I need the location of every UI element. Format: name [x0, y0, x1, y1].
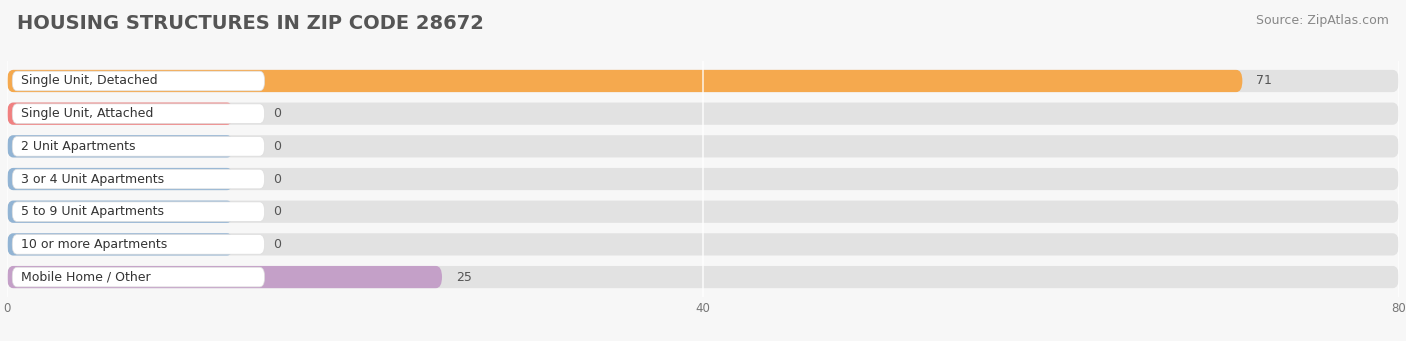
FancyBboxPatch shape: [7, 201, 1399, 223]
Text: 0: 0: [273, 238, 281, 251]
FancyBboxPatch shape: [13, 267, 264, 287]
Text: 0: 0: [273, 173, 281, 186]
FancyBboxPatch shape: [13, 136, 264, 156]
Text: 71: 71: [1257, 74, 1272, 88]
FancyBboxPatch shape: [13, 202, 264, 222]
Text: 5 to 9 Unit Apartments: 5 to 9 Unit Apartments: [21, 205, 165, 218]
FancyBboxPatch shape: [13, 71, 264, 91]
FancyBboxPatch shape: [13, 235, 264, 254]
FancyBboxPatch shape: [7, 135, 233, 158]
FancyBboxPatch shape: [7, 168, 233, 190]
FancyBboxPatch shape: [7, 266, 441, 288]
FancyBboxPatch shape: [7, 135, 1399, 158]
FancyBboxPatch shape: [13, 169, 264, 189]
FancyBboxPatch shape: [7, 233, 233, 255]
FancyBboxPatch shape: [7, 103, 233, 125]
FancyBboxPatch shape: [7, 103, 1399, 125]
Text: HOUSING STRUCTURES IN ZIP CODE 28672: HOUSING STRUCTURES IN ZIP CODE 28672: [17, 14, 484, 33]
Text: 0: 0: [273, 107, 281, 120]
FancyBboxPatch shape: [7, 266, 1399, 288]
Text: 0: 0: [273, 140, 281, 153]
FancyBboxPatch shape: [13, 104, 264, 123]
Text: 25: 25: [456, 270, 472, 284]
Text: Mobile Home / Other: Mobile Home / Other: [21, 270, 150, 284]
FancyBboxPatch shape: [7, 168, 1399, 190]
FancyBboxPatch shape: [7, 70, 1399, 92]
FancyBboxPatch shape: [7, 201, 233, 223]
FancyBboxPatch shape: [7, 233, 1399, 255]
Text: 0: 0: [273, 205, 281, 218]
Text: Single Unit, Detached: Single Unit, Detached: [21, 74, 157, 88]
Text: Single Unit, Attached: Single Unit, Attached: [21, 107, 153, 120]
FancyBboxPatch shape: [7, 70, 1243, 92]
Text: 2 Unit Apartments: 2 Unit Apartments: [21, 140, 135, 153]
Text: 3 or 4 Unit Apartments: 3 or 4 Unit Apartments: [21, 173, 165, 186]
Text: Source: ZipAtlas.com: Source: ZipAtlas.com: [1256, 14, 1389, 27]
Text: 10 or more Apartments: 10 or more Apartments: [21, 238, 167, 251]
